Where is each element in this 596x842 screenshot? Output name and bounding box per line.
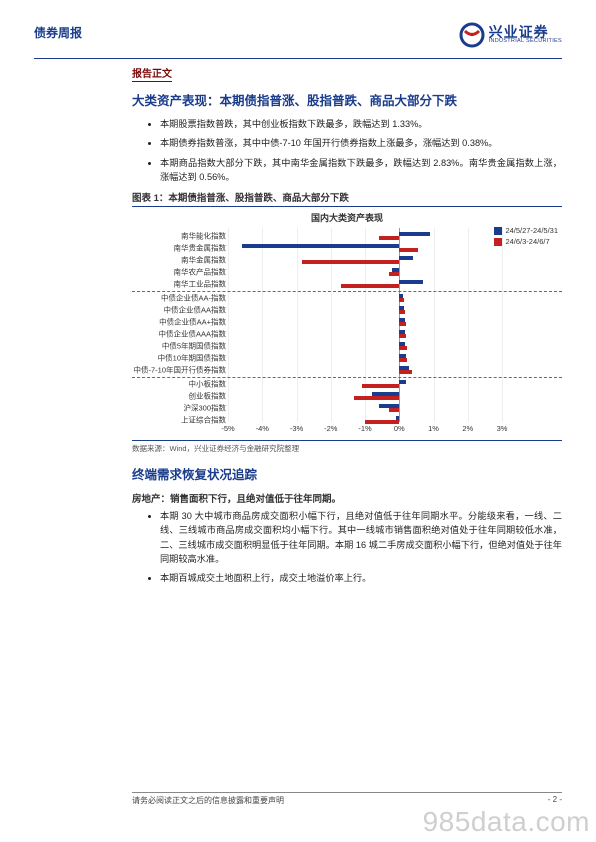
bar — [399, 310, 405, 314]
chart-caption: 图表 1：本期债指普涨、股指普跌、商品大部分下跌 — [132, 190, 562, 204]
y-category: 南华金属指数 — [181, 254, 226, 265]
bullet-list-a: 本期股票指数普跌，其中创业板指数下跌最多，跌幅达到 1.33%。本期债券指数普涨… — [132, 117, 562, 184]
list-item: 本期 30 大中城市商品房成交面积小幅下行，且绝对值低于往年同期水平。分能级来看… — [160, 509, 562, 566]
bar — [362, 384, 400, 388]
section-tag: 报告正文 — [132, 65, 172, 82]
y-category: 中债10年期国债指数 — [158, 352, 226, 363]
bar — [399, 256, 413, 260]
brand-cn: 兴业证券 — [489, 25, 562, 39]
x-tick: -3% — [290, 424, 303, 433]
list-item: 本期债券指数普涨，其中中债-7-10 年国开行债券指数上涨最多，涨幅达到 0.3… — [160, 136, 562, 150]
bar — [341, 284, 399, 288]
heading-2: 终端需求恢复状况追踪 — [132, 464, 562, 483]
bar — [399, 280, 423, 284]
legend-0: 24/5/27-24/5/31 — [505, 226, 558, 237]
bar — [399, 248, 418, 252]
x-tick: -4% — [256, 424, 269, 433]
bar — [399, 370, 412, 374]
bar — [242, 244, 400, 248]
y-category: 中债-7-10年国开行债券指数 — [133, 364, 226, 375]
bullet-list-b: 本期 30 大中城市商品房成交面积小幅下行，且绝对值低于往年同期水平。分能级来看… — [132, 509, 562, 585]
y-category: 中小板指数 — [189, 379, 227, 390]
bar — [302, 260, 399, 264]
chart-box: 国内大类资产表现 24/5/27-24/5/31 24/6/3-24/6/7 南… — [132, 206, 562, 441]
y-category: 创业板指数 — [189, 391, 227, 402]
bar — [379, 236, 400, 240]
bar — [399, 322, 406, 326]
chart-legend: 24/5/27-24/5/31 24/6/3-24/6/7 — [494, 226, 558, 247]
bar — [399, 334, 406, 338]
heading-1: 大类资产表现：本期债指普涨、股指普跌、商品大部分下跌 — [132, 90, 562, 109]
list-item: 本期商品指数大部分下跌，其中南华金属指数下跌最多，跌幅达到 2.83%。南华贵金… — [160, 156, 562, 185]
footer: 请务必阅读正文之后的信息披露和重要声明 - 2 - — [34, 792, 562, 806]
y-category: 南华工业品指数 — [174, 278, 227, 289]
bar — [389, 408, 399, 412]
x-tick: -1% — [358, 424, 371, 433]
x-tick: -5% — [221, 424, 234, 433]
watermark: 985data.com — [423, 806, 590, 838]
bar — [399, 358, 407, 362]
y-category: 中债企业债AAA指数 — [158, 328, 226, 339]
y-category: 南华能化指数 — [181, 230, 226, 241]
x-tick: 3% — [497, 424, 508, 433]
list-item: 本期股票指数普跌，其中创业板指数下跌最多，跌幅达到 1.33%。 — [160, 117, 562, 131]
bar — [399, 298, 404, 302]
brand-en: INDUSTRIAL SECURITIES — [489, 39, 562, 45]
bar — [399, 380, 406, 384]
group-separator — [132, 291, 562, 292]
y-category: 上证综合指数 — [181, 415, 226, 426]
x-tick: -2% — [324, 424, 337, 433]
y-category: 沪深300指数 — [183, 403, 226, 414]
y-category: 中债企业债AA指数 — [163, 305, 226, 316]
y-category: 南华贵金属指数 — [174, 242, 227, 253]
footer-disclaimer: 请务必阅读正文之后的信息披露和重要声明 — [132, 795, 284, 806]
page-number: - 2 - — [548, 795, 562, 806]
y-category: 南华农产品指数 — [174, 266, 227, 277]
list-item: 本期百城成交土地面积上行，成交土地溢价率上行。 — [160, 571, 562, 585]
header: 债券周报 兴业证券 INDUSTRIAL SECURITIES — [34, 22, 562, 56]
x-tick: 1% — [428, 424, 439, 433]
x-tick: 0% — [394, 424, 405, 433]
y-category: 中债企业债AA-指数 — [161, 293, 226, 304]
subheading-2: 房地产：销售面积下行，且绝对值低于往年同期。 — [132, 491, 562, 505]
y-category: 中债企业债AA+指数 — [159, 317, 226, 328]
y-category: 中债5年期国债指数 — [162, 340, 226, 351]
legend-1: 24/6/3-24/6/7 — [505, 237, 549, 248]
report-type: 债券周报 — [34, 22, 82, 41]
bar — [389, 272, 399, 276]
group-separator — [132, 377, 562, 378]
bar — [399, 232, 430, 236]
logo-icon — [459, 22, 485, 48]
brand: 兴业证券 INDUSTRIAL SECURITIES — [459, 22, 562, 48]
x-tick: 2% — [462, 424, 473, 433]
chart-title: 国内大类资产表现 — [132, 211, 562, 224]
bar — [354, 396, 400, 400]
chart-source: 数据来源：Wind，兴业证券经济与金融研究院整理 — [132, 443, 562, 454]
header-rule — [34, 58, 562, 59]
bar-chart: 24/5/27-24/5/31 24/6/3-24/6/7 南华能化指数南华贵金… — [132, 226, 562, 436]
bar — [399, 346, 407, 350]
